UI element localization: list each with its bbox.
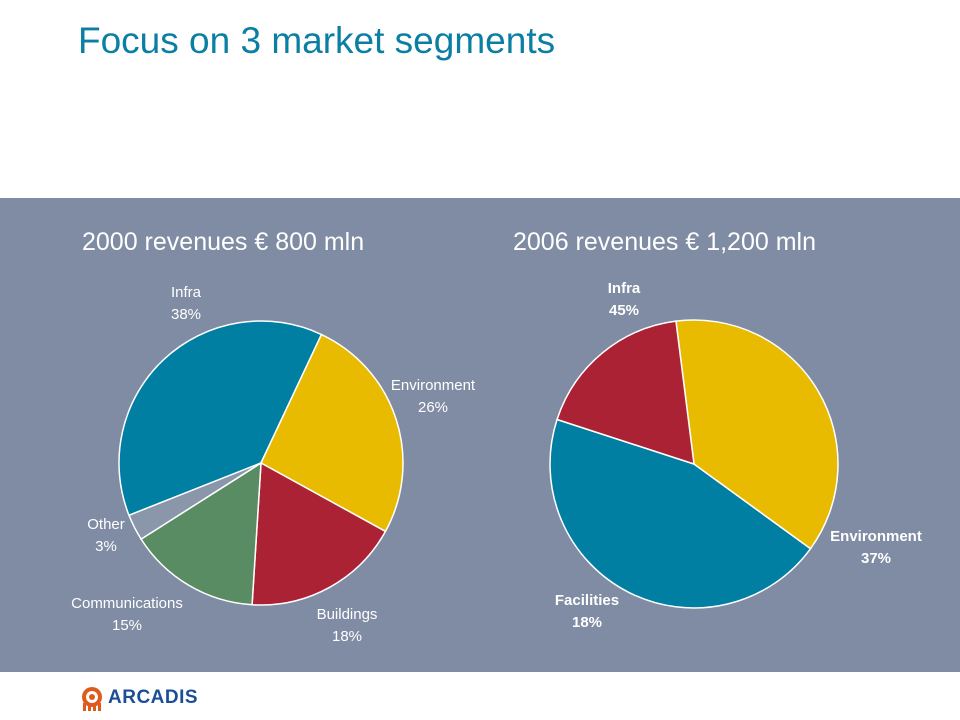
arcadis-logo-icon	[82, 687, 102, 711]
label-2000-other: Other 3%	[87, 516, 125, 555]
pie-slice-2006-facilities	[556, 320, 695, 466]
label-2000-communications: Communications 15%	[71, 595, 183, 634]
pie-slice-2006-environment	[675, 319, 839, 550]
page-title: Focus on 3 market segments	[78, 20, 556, 61]
pie-slice-2000-buildings	[251, 461, 387, 606]
label-2006-facilities: Facilities 18%	[554, 592, 620, 631]
label-2000-environment: Environment 26%	[390, 377, 476, 416]
logo-text: ARCADIS	[108, 687, 199, 708]
label-2000-infra: Infra 38%	[170, 284, 202, 323]
pie-slice-2000-other	[127, 462, 262, 541]
arcadis-logo: ARCADIS	[80, 684, 198, 712]
pie-slice-2006-infra	[549, 418, 812, 609]
pie-slice-2000-communications	[140, 461, 262, 606]
chart-title-2006: 2006 revenues € 1,200 mln	[513, 228, 816, 256]
chart-title-2000: 2000 revenues € 800 mln	[82, 228, 365, 256]
label-2006-environment: Environment 37%	[830, 528, 922, 567]
pie-slice-2000-infra	[118, 320, 323, 517]
label-2006-infra: Infra 45%	[607, 280, 641, 319]
label-2000-buildings: Buildings 18%	[316, 606, 378, 645]
